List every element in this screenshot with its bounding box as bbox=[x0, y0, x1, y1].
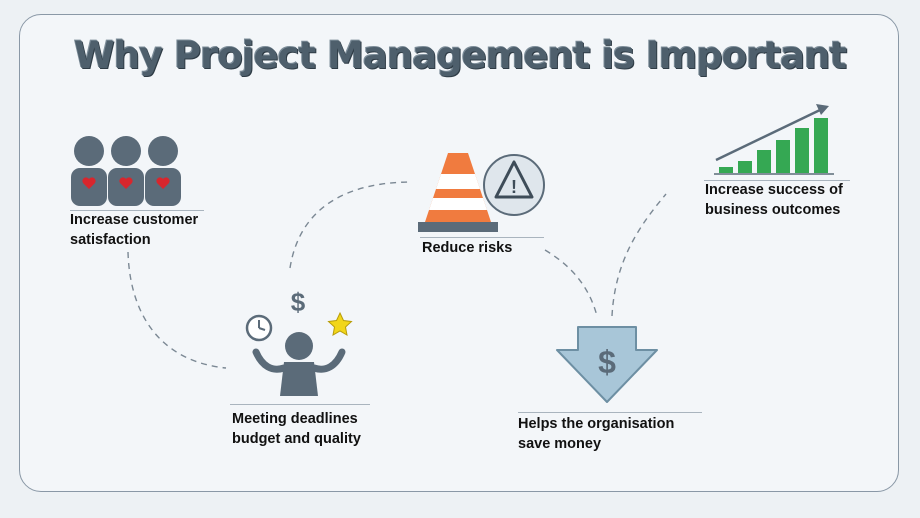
label-line-2: satisfaction bbox=[70, 232, 151, 248]
label-line-1: Reduce risks bbox=[422, 240, 513, 256]
label-save-money: Helps the organisation save money bbox=[518, 414, 674, 454]
page-title: Why Project Management is Important bbox=[73, 34, 847, 77]
connector-customer-to-deadlines bbox=[127, 251, 227, 369]
trend-arrow-head bbox=[816, 104, 829, 115]
underline-success bbox=[704, 180, 850, 181]
label-line-1: Meeting deadlines bbox=[232, 411, 358, 427]
heart-icon bbox=[82, 177, 96, 189]
dollar-icon: $ bbox=[291, 287, 306, 317]
juggling-person-icon: $ bbox=[245, 287, 353, 396]
label-increase-success: Increase success of business outcomes bbox=[705, 180, 843, 220]
underline-customer bbox=[70, 210, 204, 211]
connector-money-to-success bbox=[611, 193, 667, 317]
connector-risks-to-money bbox=[544, 249, 598, 317]
label-reduce-risks: Reduce risks bbox=[422, 238, 512, 258]
label-increase-customer-satisfaction: Increase customer satisfaction bbox=[70, 210, 198, 250]
label-meeting-deadlines: Meeting deadlines budget and quality bbox=[232, 409, 361, 449]
svg-text:!: ! bbox=[511, 177, 517, 197]
dollar-down-arrow-icon: $ bbox=[556, 326, 658, 403]
underline-risks bbox=[420, 237, 544, 238]
label-line-1: Helps the organisation bbox=[518, 416, 675, 432]
label-line-2: save money bbox=[518, 436, 602, 452]
label-line-2: business outcomes bbox=[705, 202, 841, 218]
traffic-cone-icon bbox=[418, 153, 498, 232]
trend-arrow-line bbox=[715, 108, 821, 162]
star-icon bbox=[327, 311, 353, 336]
people-hearts-icon bbox=[71, 136, 181, 206]
label-line-1: Increase customer bbox=[70, 212, 199, 228]
underline-money bbox=[518, 412, 702, 413]
warning-icon: ! bbox=[483, 154, 545, 216]
underline-deadlines bbox=[230, 404, 370, 405]
label-line-2: budget and quality bbox=[232, 431, 361, 447]
clock-icon bbox=[245, 314, 273, 342]
heart-icon bbox=[119, 177, 133, 189]
growth-chart-icon bbox=[714, 104, 834, 175]
label-line-1: Increase success of bbox=[705, 182, 843, 198]
heart-icon bbox=[156, 177, 170, 189]
dollar-icon: $ bbox=[598, 344, 616, 380]
dashed-connectors bbox=[127, 181, 667, 369]
infographic-panel bbox=[19, 14, 899, 492]
connector-deadlines-to-risks bbox=[289, 181, 413, 269]
